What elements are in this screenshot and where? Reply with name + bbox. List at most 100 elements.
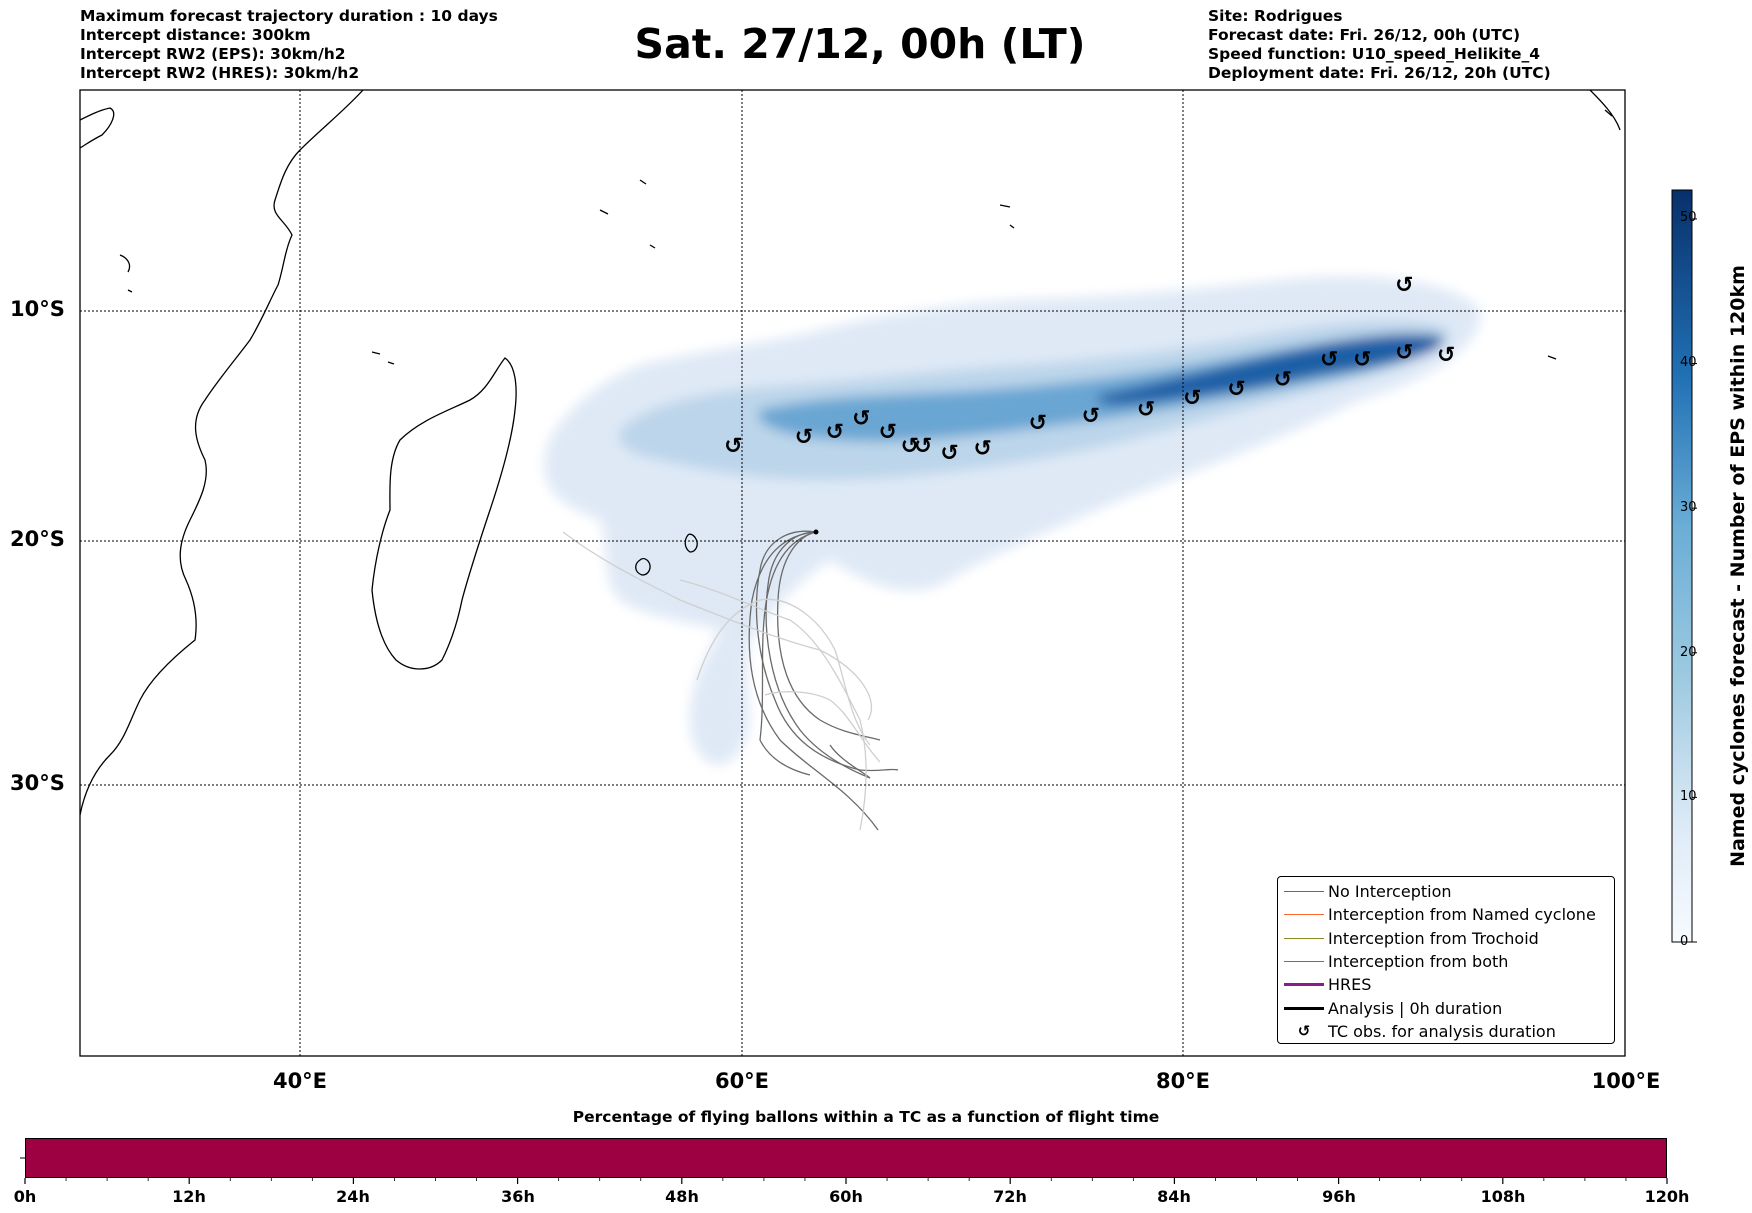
- tc-obs-marker: ↺: [1395, 273, 1413, 298]
- tc-symbol-icon: ↺: [1297, 1022, 1311, 1041]
- colorbar-tick-30: 30: [1680, 500, 1697, 515]
- legend-tc-obs: ↺ TC obs. for analysis duration: [1278, 1020, 1614, 1043]
- tc-obs-marker: ↺: [1274, 368, 1292, 393]
- legend-both: Interception from both: [1278, 950, 1614, 973]
- legend-analysis: Analysis | 0h duration: [1278, 996, 1614, 1019]
- tc-obs-marker: ↺: [724, 434, 742, 459]
- time-tick-60h: 60h: [829, 1187, 863, 1206]
- colorbar-tick-40: 40: [1680, 355, 1697, 370]
- coast-madagascar: [371, 357, 517, 670]
- legend-line-icon: [1284, 1006, 1324, 1010]
- time-tick-84h: 84h: [1157, 1187, 1191, 1206]
- coast-reunion: [635, 557, 651, 576]
- tc-obs-marker: ↺: [974, 436, 992, 461]
- colorbar-tick-10: 10: [1680, 789, 1697, 804]
- tc-obs-marker: ↺: [795, 425, 813, 450]
- trajectory-faded: [562, 531, 873, 721]
- tc-obs-marker: ↺: [1395, 341, 1413, 366]
- param-forecast-date: Forecast date: Fri. 26/12, 00h (UTC): [1208, 26, 1521, 44]
- legend-hres: HRES: [1278, 973, 1614, 996]
- density-peak: [1096, 333, 1445, 405]
- flight-time-bar: [25, 1138, 1667, 1178]
- param-rw2-eps: Intercept RW2 (EPS): 30km/h2: [80, 45, 346, 63]
- legend-line-icon: [1284, 937, 1324, 939]
- coast-kenya-islands: [119, 254, 133, 293]
- legend-trochoid: Interception from Trochoid: [1278, 927, 1614, 950]
- param-max-duration: Maximum forecast trajectory duration : 1…: [80, 7, 498, 25]
- param-deployment-date: Deployment date: Fri. 26/12, 20h (UTC): [1208, 64, 1551, 82]
- map-legend: No Interception Interception from Named …: [1277, 876, 1615, 1044]
- colorbar-tick-20: 20: [1680, 645, 1697, 660]
- coast-comoros: [371, 351, 395, 365]
- page-title: Sat. 27/12, 00h (LT): [634, 20, 1086, 68]
- param-speed-function: Speed function: U10_speed_Helikite_4: [1208, 45, 1541, 63]
- site-parameters: Site: Rodrigues Forecast date: Fri. 26/1…: [1208, 7, 1551, 83]
- lon-label-80e: 80°E: [1155, 1069, 1211, 1093]
- lat-label-10s: 10°S: [10, 297, 65, 321]
- coast-seychelles: [599, 179, 656, 249]
- colorbar-tick-50: 50: [1680, 210, 1697, 225]
- tc-obs-marker: ↺: [852, 406, 870, 431]
- coast-mascarene-islets: [999, 204, 1015, 229]
- legend-line-icon: [1284, 983, 1324, 987]
- trajectory-no-interception: [776, 531, 881, 741]
- legend-no-interception: No Interception: [1278, 880, 1614, 903]
- time-tick-36h: 36h: [501, 1187, 535, 1206]
- time-tick-96h: 96h: [1322, 1187, 1356, 1206]
- tc-obs-marker: ↺: [826, 420, 844, 445]
- trajectory-no-interception: [748, 531, 879, 831]
- density-field: [544, 276, 1481, 765]
- coastlines: [80, 90, 1621, 816]
- deployment-site-marker: [813, 529, 819, 535]
- time-tick-24h: 24h: [336, 1187, 370, 1206]
- legend-line-icon: [1284, 914, 1324, 916]
- lon-label-40e: 40°E: [272, 1069, 328, 1093]
- flight-time-title: Percentage of flying ballons within a TC…: [572, 1108, 1160, 1126]
- tc-obs-marker: ↺: [901, 434, 919, 459]
- colorbar-tick-marks: [1692, 218, 1697, 943]
- time-tick-108h: 108h: [1480, 1187, 1526, 1206]
- colorbar: [1671, 189, 1693, 943]
- trajectory-faded: [764, 691, 881, 763]
- trajectory-no-interception: [759, 531, 817, 776]
- tc-obs-marker: ↺: [1082, 404, 1100, 429]
- time-tick-0h: 0h: [13, 1187, 37, 1206]
- forecast-parameters: Maximum forecast trajectory duration : 1…: [80, 7, 498, 83]
- legend-line-icon: [1284, 961, 1324, 963]
- tc-obs-marker: ↺: [1029, 411, 1047, 436]
- coast-mauritius: [684, 533, 698, 553]
- legend-named-cyclone: Interception from Named cyclone: [1278, 903, 1614, 926]
- lon-label-60e: 60°E: [714, 1069, 770, 1093]
- gridlines: [80, 90, 1625, 1056]
- coast-africa: [80, 90, 364, 816]
- tc-obs-marker: ↺: [1183, 386, 1201, 411]
- tc-obs-marker: ↺: [914, 434, 932, 459]
- legend-line-icon: [1284, 891, 1324, 893]
- lat-label-30s: 30°S: [10, 771, 65, 795]
- coast-rodrigues: [1547, 355, 1557, 360]
- tc-observations: ↺ ↺ ↺↺↺↺↺ ↺ ↺↺ ↺ ↺ ↺ ↺ ↺↺ ↺ ↺↺↺: [724, 273, 1455, 466]
- tc-obs-marker: ↺: [1437, 343, 1455, 368]
- lat-label-20s: 20°S: [10, 527, 65, 551]
- coast-somalia: [80, 107, 115, 149]
- time-tick-48h: 48h: [665, 1187, 699, 1206]
- colorbar-title: Named cyclones forecast - Number of EPS …: [1727, 265, 1749, 867]
- tc-obs-marker: ↺: [1137, 397, 1155, 422]
- coast-sumatra-tip: [1589, 90, 1621, 131]
- param-intercept-distance: Intercept distance: 300km: [80, 26, 311, 44]
- time-tick-12h: 12h: [172, 1187, 206, 1206]
- trajectory-faded: [679, 579, 867, 831]
- colorbar-tick-0: 0: [1680, 934, 1689, 949]
- tc-obs-marker: ↺: [940, 441, 958, 466]
- time-tick-120h: 120h: [1644, 1187, 1690, 1206]
- param-rw2-hres: Intercept RW2 (HRES): 30km/h2: [80, 64, 360, 82]
- param-site: Site: Rodrigues: [1208, 7, 1343, 25]
- trajectory-faded: [696, 598, 871, 746]
- trajectory-lines: [562, 529, 899, 831]
- tc-obs-marker: ↺: [879, 420, 897, 445]
- lon-label-100e: 100°E: [1591, 1069, 1661, 1093]
- tc-obs-marker: ↺: [1320, 347, 1338, 372]
- tc-obs-marker: ↺: [1353, 347, 1371, 372]
- tc-obs-marker: ↺: [1227, 377, 1245, 402]
